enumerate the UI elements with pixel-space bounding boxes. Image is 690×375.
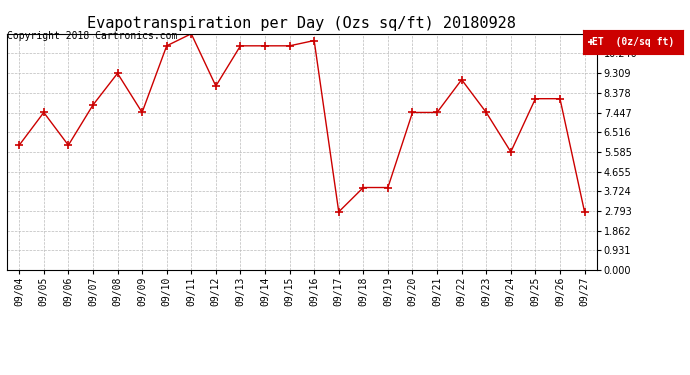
ET  (0z/sq ft)	[286, 44, 294, 48]
ET  (0z/sq ft)	[236, 44, 244, 48]
ET  (0z/sq ft)	[580, 210, 589, 214]
ET  (0z/sq ft)	[187, 32, 195, 36]
ET  (0z/sq ft)	[39, 110, 48, 115]
ET  (0z/sq ft)	[113, 71, 121, 76]
ET  (0z/sq ft)	[506, 150, 515, 154]
ET  (0z/sq ft)	[531, 96, 540, 101]
ET  (0z/sq ft)	[433, 110, 441, 115]
ET  (0z/sq ft)	[163, 44, 171, 48]
ET  (0z/sq ft)	[408, 110, 417, 115]
ET  (0z/sq ft)	[335, 210, 343, 214]
ET  (0z/sq ft)	[310, 38, 318, 43]
Text: Copyright 2018 Cartronics.com: Copyright 2018 Cartronics.com	[7, 32, 177, 41]
ET  (0z/sq ft)	[15, 143, 23, 147]
Text: ET  (0z/sq ft): ET (0z/sq ft)	[592, 37, 674, 47]
ET  (0z/sq ft)	[359, 185, 368, 190]
ET  (0z/sq ft)	[384, 185, 392, 190]
ET  (0z/sq ft)	[457, 77, 466, 82]
ET  (0z/sq ft)	[89, 103, 97, 107]
ET  (0z/sq ft)	[64, 143, 72, 147]
Title: Evapotranspiration per Day (Ozs sq/ft) 20180928: Evapotranspiration per Day (Ozs sq/ft) 2…	[88, 16, 516, 31]
ET  (0z/sq ft)	[556, 96, 564, 101]
ET  (0z/sq ft)	[138, 110, 146, 115]
ET  (0z/sq ft)	[482, 110, 491, 115]
ET  (0z/sq ft)	[261, 44, 269, 48]
ET  (0z/sq ft)	[212, 84, 220, 88]
Line: ET  (0z/sq ft): ET (0z/sq ft)	[15, 30, 589, 216]
